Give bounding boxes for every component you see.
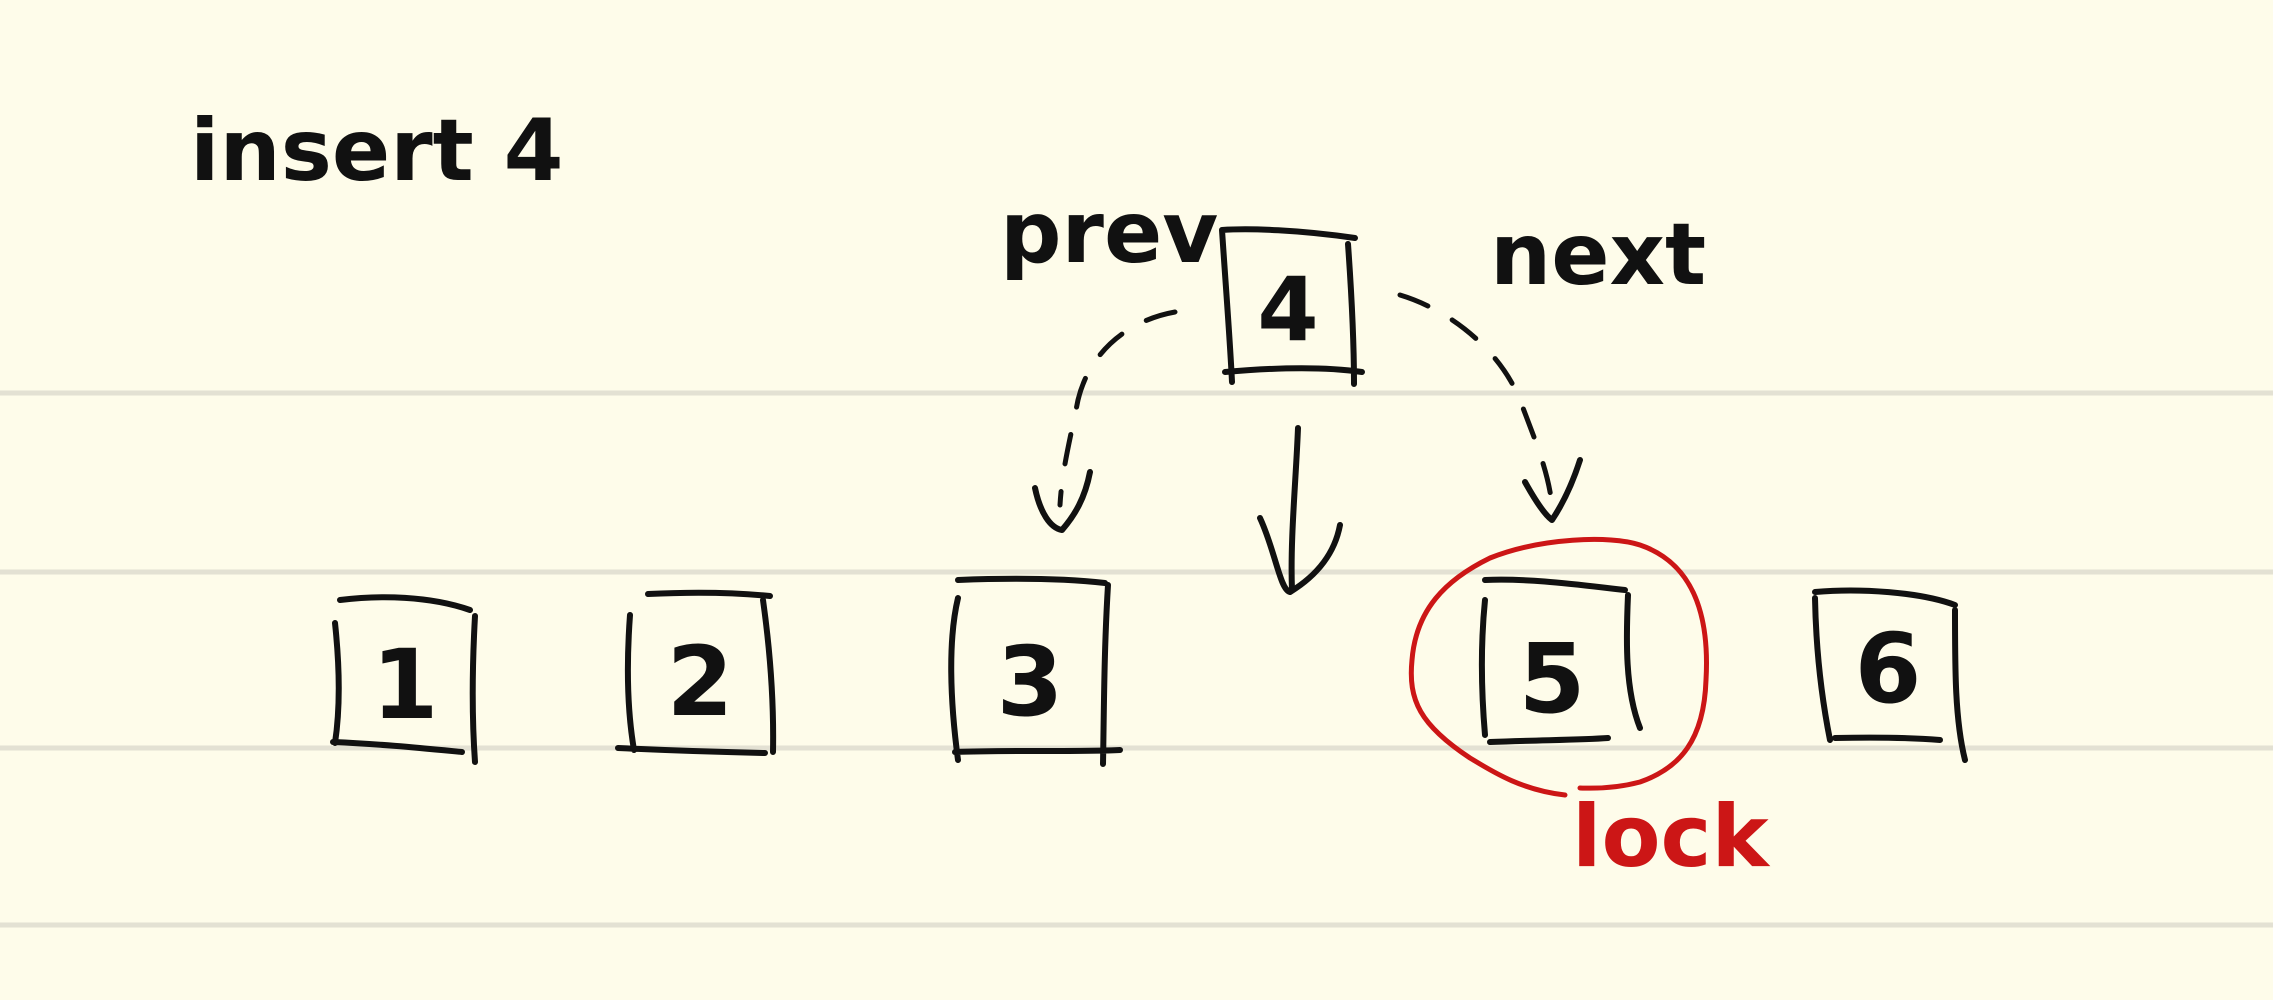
rule-lines (0, 390, 2273, 928)
node-box (948, 575, 1123, 767)
next-pointer-arrow (1397, 292, 1583, 523)
node-box (1812, 587, 1968, 763)
new-node-label: 4 (1257, 258, 1318, 361)
new-node: 4 (1219, 226, 1365, 387)
prev-arrow-head (1032, 469, 1093, 533)
node-value: 1 (372, 629, 439, 741)
next-label: next (1490, 205, 1706, 305)
list-node-5: 5 (1478, 576, 1643, 745)
next-arrow-head (1522, 457, 1583, 523)
node-box (615, 589, 777, 756)
prev-label: prev (1000, 183, 1218, 283)
title-text: insert 4 (190, 101, 564, 201)
node-value: 6 (1855, 613, 1922, 725)
list-node-2: 2 (615, 589, 777, 756)
lock-label: lock (1572, 787, 1771, 887)
new-node-box (1219, 226, 1365, 387)
lock-circle (1408, 536, 1709, 798)
node-box (330, 594, 478, 765)
node-value: 2 (667, 626, 734, 738)
node-value: 5 (1519, 623, 1586, 735)
insertion-arrow-shaft (1288, 425, 1301, 593)
lock-highlight: lock (1408, 536, 1771, 887)
list-node-3: 3 (948, 575, 1123, 767)
node-box (1478, 576, 1643, 745)
insertion-arrow-head (1257, 515, 1343, 595)
prev-pointer-arrow (1032, 309, 1178, 533)
insertion-arrow (1257, 425, 1343, 595)
prev-arrow-shaft (1057, 309, 1178, 508)
node-value: 3 (997, 626, 1064, 738)
list-node-6: 6 (1812, 587, 1968, 763)
list-node-1: 1 (330, 594, 478, 765)
next-arrow-shaft (1397, 292, 1555, 508)
